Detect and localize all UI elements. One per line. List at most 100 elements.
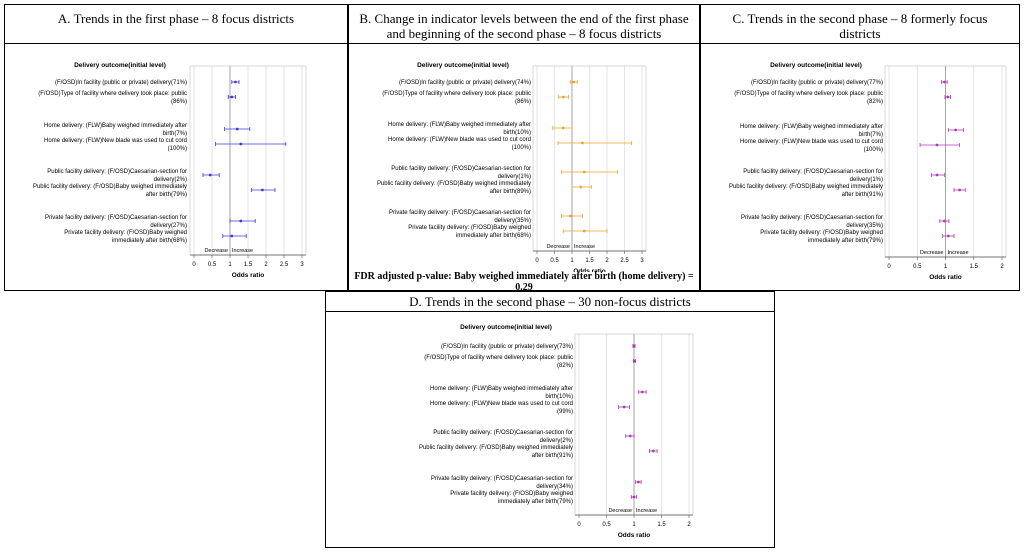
row-label: (F/OSD)In facility (public or private) d… bbox=[399, 80, 531, 86]
row-label: (F/OSD)In facility (public or private) d… bbox=[441, 344, 573, 350]
odds-ratio-point bbox=[230, 95, 234, 99]
odds-ratio-point bbox=[942, 80, 946, 84]
row-label: delivery(35%) bbox=[846, 223, 883, 229]
x-tick-label: 1 bbox=[944, 264, 948, 270]
x-tick-label: 0.5 bbox=[602, 522, 611, 528]
x-tick-label: 0.5 bbox=[550, 258, 559, 264]
outcome-header: Delivery outcome(initial level) bbox=[770, 62, 862, 69]
x-tick-label: 0.5 bbox=[913, 264, 922, 270]
x-tick-label: 0.5 bbox=[208, 262, 217, 268]
row-label: Public facility delivery: (F/OSD)Baby we… bbox=[729, 184, 883, 190]
odds-ratio-point bbox=[632, 495, 636, 499]
row-label: Public facility delivery: (F/OSD)Baby we… bbox=[33, 184, 187, 190]
odds-ratio-point bbox=[230, 234, 234, 238]
panel-d-title-divider bbox=[326, 311, 774, 312]
odds-ratio-point bbox=[958, 188, 962, 192]
row-label: delivery(35%) bbox=[494, 218, 531, 224]
odds-ratio-point bbox=[628, 434, 632, 438]
outcome-header: Delivery outcome(initial level) bbox=[74, 62, 166, 69]
odds-ratio-point bbox=[561, 126, 565, 130]
panel-d-title: D. Trends in the second phase – 30 non-f… bbox=[409, 294, 691, 309]
x-tick-label: 1 bbox=[570, 258, 574, 264]
panel-b-title-divider bbox=[349, 43, 699, 44]
row-label: Private facility delivery: (F/OSD)Caesar… bbox=[431, 476, 573, 482]
odds-ratio-point bbox=[935, 143, 939, 147]
row-label: delivery(2%) bbox=[540, 438, 573, 444]
panel-c-title: C. Trends in the second phase – 8 former… bbox=[732, 11, 988, 41]
row-label: (86%) bbox=[171, 99, 187, 105]
x-tick-label: 2.5 bbox=[280, 262, 289, 268]
odds-ratio-point bbox=[581, 141, 584, 145]
row-label: Home delivery: (FLW)Baby weighed immedia… bbox=[44, 123, 187, 129]
increase-label: Increase bbox=[636, 508, 657, 514]
panel-a-title-divider bbox=[5, 43, 347, 44]
odds-ratio-point bbox=[942, 219, 946, 223]
decrease-label: Decrease bbox=[920, 250, 944, 256]
x-tick-label: 0 bbox=[577, 522, 581, 528]
x-axis-title: Odds ratio bbox=[618, 532, 651, 539]
odds-ratio-point bbox=[568, 214, 572, 218]
row-label: (86%) bbox=[515, 99, 531, 105]
x-tick-label: 1 bbox=[228, 262, 232, 268]
row-label: (F/OSD)Type of facility where delivery t… bbox=[734, 91, 883, 97]
odds-ratio-point bbox=[582, 229, 586, 233]
x-tick-label: 0 bbox=[192, 262, 196, 268]
panel-c: C. Trends in the second phase – 8 former… bbox=[700, 4, 1020, 291]
row-label: Private facility delivery: (F/OSD)Caesar… bbox=[389, 210, 531, 216]
row-label: Home delivery: (FLW)Baby weighed immedia… bbox=[430, 386, 573, 392]
row-label: Private facility delivery: (F/OSD)Baby w… bbox=[408, 225, 531, 231]
fdr-note: FDR adjusted p-value: Baby weighed immed… bbox=[354, 271, 694, 293]
odds-ratio-point bbox=[640, 390, 644, 394]
odds-ratio-point bbox=[633, 359, 636, 363]
row-label: Private facility delivery: (F/OSD)Caesar… bbox=[45, 215, 187, 221]
panel-a: A. Trends in the first phase – 8 focus d… bbox=[4, 4, 348, 291]
row-label: immediately after birth(68%) bbox=[112, 238, 187, 244]
x-axis-title: Odds ratio bbox=[573, 268, 606, 272]
row-label: Public facility delivery: (F/OSD)Caesari… bbox=[743, 169, 883, 175]
panel-c-title-divider bbox=[701, 43, 1019, 44]
row-label: (F/OSD)In facility (public or private) d… bbox=[55, 80, 187, 86]
row-label: after birth(91%) bbox=[842, 192, 883, 198]
row-label: Private facility delivery: (F/OSD)Baby w… bbox=[450, 491, 573, 497]
row-label: Public facility delivery: (F/OSD)Baby we… bbox=[419, 445, 573, 451]
odds-ratio-point bbox=[946, 95, 950, 99]
row-label: Private facility delivery: (F/OSD)Caesar… bbox=[741, 215, 883, 221]
x-tick-label: 2 bbox=[264, 262, 268, 268]
row-label: after birth(89%) bbox=[490, 189, 531, 195]
x-tick-label: 2 bbox=[1000, 264, 1004, 270]
increase-label: Increase bbox=[232, 248, 253, 254]
row-label: Home delivery: (FLW)Baby weighed immedia… bbox=[740, 124, 883, 130]
row-label: immediately after birth(68%) bbox=[456, 233, 531, 239]
x-tick-label: 1.5 bbox=[244, 262, 253, 268]
forest-plot-c: Delivery outcome(initial level) 0 0.5 1 1.5 2… bbox=[729, 62, 1007, 281]
increase-label: Increase bbox=[574, 244, 595, 250]
row-label: Public facility delivery: (F/OSD)Caesari… bbox=[47, 169, 187, 175]
panel-b-title: B. Change in indicator levels between th… bbox=[359, 11, 689, 41]
odds-ratio-point bbox=[572, 80, 576, 84]
outcome-header: Delivery outcome(initial level) bbox=[460, 324, 552, 331]
x-tick-label: 1.5 bbox=[970, 264, 979, 270]
row-label: birth(7%) bbox=[163, 131, 187, 137]
row-label: Home delivery: (FLW)New blade was used t… bbox=[430, 401, 573, 407]
row-label: Home delivery: (FLW)New blade was used t… bbox=[388, 137, 531, 143]
row-label: delivery(34%) bbox=[536, 484, 573, 490]
x-tick-label: 1 bbox=[632, 522, 636, 528]
row-label: birth(10%) bbox=[545, 394, 573, 400]
odds-ratio-point bbox=[239, 219, 243, 223]
row-label: birth(7%) bbox=[859, 132, 883, 138]
row-label: after birth(91%) bbox=[532, 453, 573, 459]
row-label: immediately after birth(79%) bbox=[808, 238, 883, 244]
row-label: delivery(1%) bbox=[498, 174, 531, 180]
panel-a-title: A. Trends in the first phase – 8 focus d… bbox=[57, 11, 295, 26]
x-tick-label: 2 bbox=[605, 258, 609, 264]
row-label: (F/OSD)Type of facility where delivery t… bbox=[424, 355, 573, 361]
forest-plot-a: Delivery outcome(initial level) 0 0.5 1 1.5 2… bbox=[33, 62, 307, 279]
row-label: after birth(79%) bbox=[146, 192, 187, 198]
x-tick-label: 0 bbox=[887, 264, 891, 270]
odds-ratio-point bbox=[582, 170, 586, 174]
row-label: (100%) bbox=[168, 146, 187, 152]
x-tick-label: 2.5 bbox=[620, 258, 629, 264]
row-label: (99%) bbox=[557, 409, 573, 415]
odds-ratio-point bbox=[935, 173, 939, 177]
odds-ratio-point bbox=[651, 449, 655, 453]
